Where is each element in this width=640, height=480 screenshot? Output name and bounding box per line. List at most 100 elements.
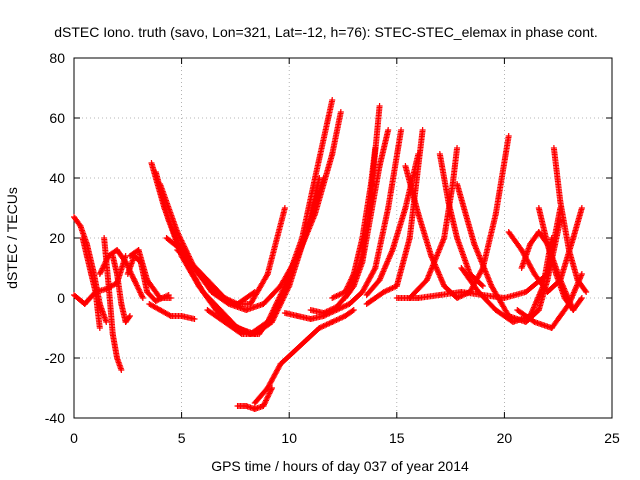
series-track-18 xyxy=(281,127,405,322)
data-point xyxy=(129,272,136,279)
y-tick-label: 40 xyxy=(49,170,65,186)
data-point xyxy=(133,282,140,289)
data-point xyxy=(479,283,486,289)
data-point xyxy=(237,330,244,337)
data-point xyxy=(320,175,327,181)
plot-marks xyxy=(71,97,590,412)
data-point xyxy=(132,279,139,286)
series-track-14 xyxy=(146,301,198,322)
data-point xyxy=(583,289,590,295)
y-tick-label: 20 xyxy=(49,230,65,246)
data-point xyxy=(100,264,107,271)
x-tick-label: 15 xyxy=(389,430,405,446)
data-point xyxy=(123,260,130,267)
data-point xyxy=(137,289,144,296)
x-tick-label: 25 xyxy=(604,430,620,446)
data-point xyxy=(260,403,267,409)
data-point xyxy=(371,266,378,273)
data-point xyxy=(281,205,288,211)
data-point xyxy=(133,281,140,288)
data-point xyxy=(578,296,585,303)
data-point xyxy=(104,255,111,262)
data-point xyxy=(126,313,133,319)
data-point xyxy=(129,274,136,281)
series-track-29 xyxy=(458,235,555,325)
data-point xyxy=(99,265,106,272)
data-point xyxy=(419,127,426,133)
data-point xyxy=(101,261,108,268)
data-point xyxy=(265,393,272,400)
data-point xyxy=(578,271,585,277)
data-point xyxy=(139,293,146,300)
series-track-26 xyxy=(406,145,461,301)
data-point xyxy=(139,295,146,301)
ticks xyxy=(73,57,613,419)
data-point xyxy=(261,401,268,408)
data-point xyxy=(349,284,356,291)
data-point xyxy=(134,283,141,290)
data-point xyxy=(126,314,133,321)
x-tick-label: 0 xyxy=(70,430,78,446)
data-point xyxy=(415,151,422,157)
data-point xyxy=(261,400,268,407)
data-point xyxy=(266,389,273,396)
y-tick-label: 80 xyxy=(49,50,65,66)
data-point xyxy=(350,307,357,313)
data-point xyxy=(265,391,272,398)
series-track-15 xyxy=(204,175,327,337)
data-point xyxy=(191,316,198,322)
data-point xyxy=(135,286,142,293)
data-point xyxy=(264,394,271,401)
data-point xyxy=(337,109,344,115)
data-point xyxy=(578,205,585,211)
data-point xyxy=(548,235,555,241)
series-track-16 xyxy=(234,385,275,412)
data-point xyxy=(263,272,270,279)
data-point xyxy=(372,145,379,151)
data-point xyxy=(135,285,142,292)
data-point xyxy=(103,319,110,325)
x-tick-label: 10 xyxy=(281,430,297,446)
data-point xyxy=(166,312,173,319)
data-point xyxy=(102,259,109,266)
y-tick-label: 0 xyxy=(57,290,65,306)
data-point xyxy=(266,390,273,397)
series-track-4 xyxy=(101,235,125,373)
data-point xyxy=(376,103,383,109)
data-point xyxy=(530,318,537,325)
y-tick-label: -40 xyxy=(45,410,65,426)
data-point xyxy=(263,396,270,403)
data-point xyxy=(329,97,336,103)
series-track-21 xyxy=(342,127,392,301)
series-track-17 xyxy=(251,307,357,406)
y-axis-title: dSTEC / TECUs xyxy=(4,187,20,289)
data-point xyxy=(136,288,143,295)
y-tick-labels: -40 -20 0 20 40 60 80 xyxy=(45,50,65,426)
data-point xyxy=(137,290,144,297)
data-point xyxy=(138,292,145,299)
series-track-13 xyxy=(174,247,258,307)
data-point xyxy=(346,280,353,287)
data-point xyxy=(96,325,103,331)
data-point xyxy=(346,279,353,286)
data-point xyxy=(251,289,258,295)
series-track-34 xyxy=(514,271,585,331)
x-tick-labels: 0 5 10 15 20 25 xyxy=(70,430,620,446)
data-point xyxy=(344,283,351,290)
data-point xyxy=(98,266,105,273)
data-point xyxy=(578,295,585,301)
series-track-5 xyxy=(96,247,146,301)
data-point xyxy=(118,367,125,373)
x-tick-label: 20 xyxy=(497,430,513,446)
data-point xyxy=(454,145,461,151)
data-point xyxy=(250,289,257,296)
y-tick-label: 60 xyxy=(49,110,65,126)
x-tick-label: 5 xyxy=(178,430,186,446)
data-point xyxy=(131,278,138,285)
series-track-6 xyxy=(109,253,133,325)
data-point xyxy=(102,258,109,265)
data-point xyxy=(167,295,174,301)
grid xyxy=(74,58,612,418)
data-point xyxy=(100,262,107,269)
data-point xyxy=(349,307,356,314)
